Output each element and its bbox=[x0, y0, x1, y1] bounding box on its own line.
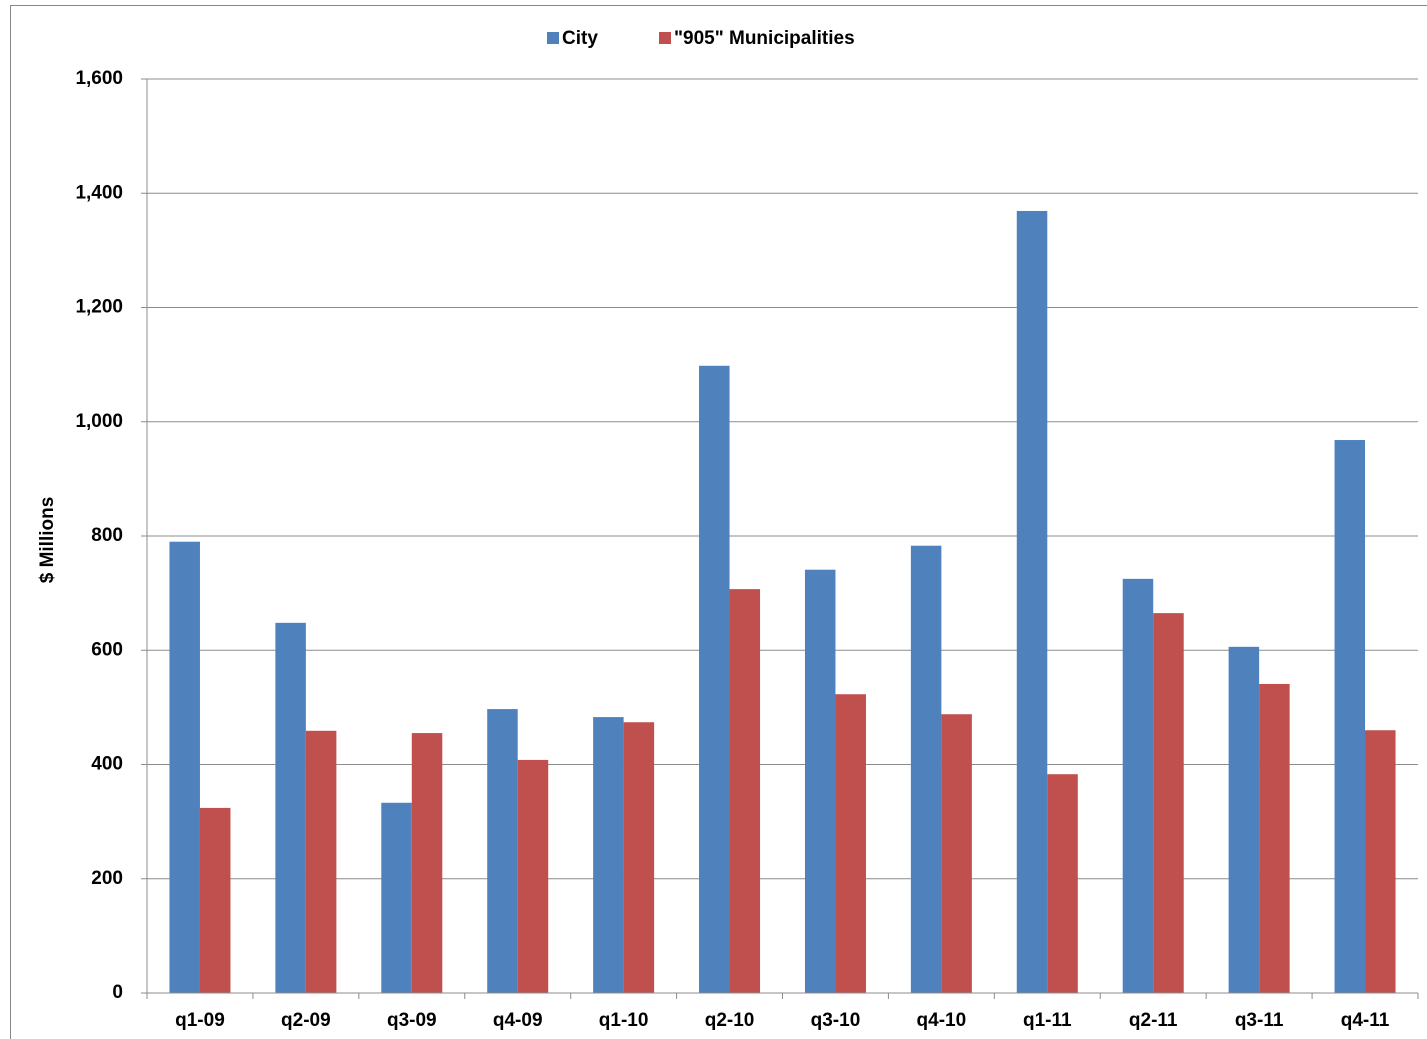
y-tick-label: 1,000 bbox=[75, 411, 123, 432]
bar bbox=[593, 717, 624, 993]
x-tick-label: q1-11 bbox=[1023, 1010, 1072, 1031]
bar bbox=[623, 722, 655, 993]
legend-label: City bbox=[562, 28, 598, 49]
bar bbox=[275, 622, 306, 993]
x-tick-label: q1-09 bbox=[175, 1010, 225, 1031]
bar bbox=[1122, 578, 1154, 993]
bar bbox=[1259, 683, 1290, 993]
x-tick-label: q2-09 bbox=[281, 1010, 331, 1031]
y-tick-label: 800 bbox=[91, 525, 123, 546]
bar bbox=[699, 365, 730, 994]
bar bbox=[1334, 440, 1366, 993]
y-tick-label: 1,400 bbox=[75, 182, 123, 203]
x-tick-label: q1-10 bbox=[599, 1010, 649, 1031]
x-tick-label: q4-10 bbox=[917, 1010, 967, 1031]
bar bbox=[804, 569, 836, 993]
x-tick-label: q2-11 bbox=[1129, 1010, 1178, 1031]
legend-swatch bbox=[659, 32, 671, 44]
x-tick-label: q2-10 bbox=[705, 1010, 755, 1031]
y-tick-label: 400 bbox=[91, 754, 123, 775]
bar bbox=[1153, 613, 1184, 993]
y-axis-label: $ Millions bbox=[37, 497, 58, 584]
y-tick-label: 200 bbox=[91, 868, 123, 889]
bar bbox=[941, 714, 972, 993]
bar bbox=[910, 545, 942, 993]
x-tick-label: q3-09 bbox=[387, 1010, 437, 1031]
x-tick-label: q3-11 bbox=[1235, 1010, 1284, 1031]
bar bbox=[517, 759, 549, 993]
y-tick-label: 1,200 bbox=[75, 297, 123, 318]
chart-frame bbox=[10, 5, 1427, 1039]
legend-label: "905" Municipalities bbox=[674, 28, 855, 49]
y-tick-label: 0 bbox=[112, 982, 123, 1003]
x-tick-label: q3-10 bbox=[811, 1010, 861, 1031]
bar bbox=[199, 807, 231, 993]
bar bbox=[835, 694, 866, 993]
bar bbox=[1047, 774, 1078, 993]
bar bbox=[169, 541, 200, 993]
y-tick-label: 1,600 bbox=[75, 68, 123, 89]
bar bbox=[487, 709, 518, 993]
x-tick-label: q4-11 bbox=[1341, 1010, 1390, 1031]
bar bbox=[305, 730, 337, 993]
bar bbox=[729, 589, 761, 993]
bar bbox=[381, 802, 412, 993]
legend-swatch bbox=[547, 32, 559, 44]
x-tick-label: q4-09 bbox=[493, 1010, 543, 1031]
bar bbox=[411, 733, 443, 993]
bar bbox=[1228, 646, 1260, 993]
bar bbox=[1016, 210, 1048, 994]
bar bbox=[1365, 730, 1396, 993]
y-tick-label: 600 bbox=[91, 639, 123, 660]
